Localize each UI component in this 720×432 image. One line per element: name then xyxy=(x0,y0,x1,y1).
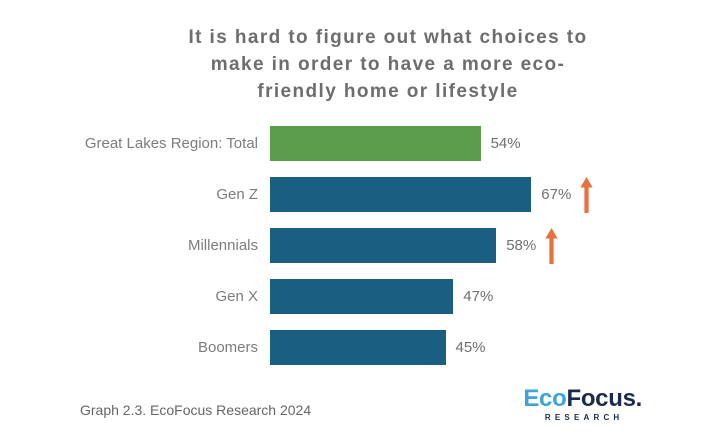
chart-title-line-3: friendly home or lifestyle xyxy=(257,81,519,102)
bar xyxy=(270,279,454,314)
chart-title-line-2: make in order to have a more eco- xyxy=(210,54,566,75)
bar-chart: Great Lakes Region: Total 54% Gen Z 67% … xyxy=(0,126,720,381)
value-label: 67% xyxy=(541,186,572,203)
category-label: Millennials xyxy=(187,237,258,254)
chart-caption: Graph 2.3. EcoFocus Research 2024 xyxy=(80,402,312,418)
bar-row-millennials: Millennials 58% xyxy=(0,227,720,264)
value-label: 54% xyxy=(490,135,521,152)
value-label: 47% xyxy=(463,288,494,305)
logo-focus-text: Focus. xyxy=(566,385,642,412)
bar-row-gen-x: Gen X 47% xyxy=(0,279,720,314)
category-label: Gen Z xyxy=(216,186,258,203)
value-label: 45% xyxy=(455,339,486,356)
trend-up-arrow-icon xyxy=(580,176,593,213)
category-label: Boomers xyxy=(197,339,258,356)
bar xyxy=(270,177,532,212)
chart-title-line-1: It is hard to figure out what choices to xyxy=(188,27,588,48)
logo-research-text: RESEARCH xyxy=(544,413,624,422)
bar-row-great-lakes-total: Great Lakes Region: Total 54% xyxy=(0,126,720,161)
category-label: Gen X xyxy=(215,288,258,305)
category-label: Great Lakes Region: Total xyxy=(84,135,258,152)
bar xyxy=(270,228,497,263)
value-label: 58% xyxy=(506,237,537,254)
trend-up-arrow-icon xyxy=(545,227,558,264)
bar xyxy=(270,126,481,161)
logo-eco-text: Eco xyxy=(523,385,567,412)
chart-title: It is hard to figure out what choices to… xyxy=(157,24,619,105)
bar-row-boomers: Boomers 45% xyxy=(0,330,720,365)
bar-row-gen-z: Gen Z 67% xyxy=(0,176,720,213)
bar xyxy=(270,330,446,365)
ecofocus-logo: EcoFocus. RESEARCH xyxy=(523,387,642,423)
ecofocus-logo-wordmark: EcoFocus. xyxy=(523,387,642,411)
